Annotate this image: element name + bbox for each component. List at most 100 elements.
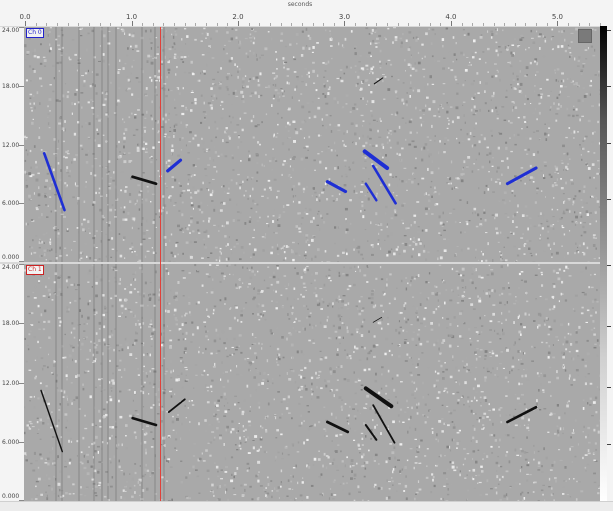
sound-event-mark[interactable] [41, 390, 62, 451]
ruler-minor-tick [46, 23, 47, 26]
ruler-minor-tick [259, 23, 260, 26]
y-tick-label: 18.00 [2, 83, 19, 90]
colorbar-tick [607, 30, 611, 31]
ruler-minor-tick [355, 23, 356, 26]
colorbar-tick [607, 143, 611, 144]
colorbar-tick [607, 265, 611, 266]
sound-event-mark[interactable] [507, 168, 536, 184]
ruler-minor-tick [589, 23, 590, 26]
ruler-minor-tick [313, 23, 314, 26]
ruler-minor-tick [78, 23, 79, 26]
ruler-minor-tick [568, 23, 569, 26]
ruler-minor-tick [366, 23, 367, 26]
ruler-minor-tick [472, 23, 473, 26]
sound-event-mark[interactable] [373, 317, 382, 322]
sound-event-mark[interactable] [366, 388, 392, 406]
ruler-tick [451, 21, 452, 26]
spectrogram-marks [24, 264, 600, 501]
panel-toggle-button[interactable] [578, 29, 592, 43]
ruler-minor-tick [217, 23, 218, 26]
sound-event-mark[interactable] [374, 78, 383, 84]
ruler-minor-tick [419, 23, 420, 26]
sound-event-mark[interactable] [365, 151, 387, 168]
ruler-tick [557, 21, 558, 26]
ruler-minor-tick [174, 23, 175, 26]
ruler-minor-tick [142, 23, 143, 26]
ruler-minor-tick [302, 23, 303, 26]
y-tick-label: 6.000 [2, 439, 19, 446]
ruler-minor-tick [525, 23, 526, 26]
ruler-minor-tick [515, 23, 516, 26]
sound-event-mark[interactable] [327, 182, 345, 192]
sound-event-mark[interactable] [133, 418, 156, 425]
y-tick-label: 0.000 [2, 254, 19, 261]
spectrogram-panel-ch0[interactable]: Ch 0 [24, 27, 600, 262]
y-axis-ch0: 24.00 18.00 12.00 6.000 0.000 [0, 27, 24, 262]
y-tick-label: 12.00 [2, 142, 19, 149]
colorbar-tick [607, 86, 611, 87]
ruler-minor-tick [153, 23, 154, 26]
y-tick-label: 24.00 [2, 27, 19, 34]
ruler-minor-tick [504, 23, 505, 26]
y-tick-label: 18.00 [2, 320, 19, 327]
sound-event-mark[interactable] [168, 160, 181, 171]
ruler-minor-tick [163, 23, 164, 26]
y-axis-ch1: 24.00 18.00 12.00 6.000 0.000 [0, 264, 24, 501]
sound-event-mark[interactable] [366, 425, 377, 440]
y-tick-label: 12.00 [2, 380, 19, 387]
ruler-title: seconds [0, 1, 600, 8]
ruler-minor-tick [206, 23, 207, 26]
ruler-minor-tick [110, 23, 111, 26]
ruler-minor-tick [494, 23, 495, 26]
ruler-tick [132, 21, 133, 26]
ruler-minor-tick [227, 23, 228, 26]
ruler-minor-tick [408, 23, 409, 26]
ruler-minor-tick [323, 23, 324, 26]
ruler-tick [344, 21, 345, 26]
ruler-minor-tick [387, 23, 388, 26]
ruler-minor-tick [536, 23, 537, 26]
ruler-tick [238, 21, 239, 26]
ruler-minor-tick [249, 23, 250, 26]
ruler-tick-label: 5.0 [552, 13, 563, 21]
ruler-minor-tick [68, 23, 69, 26]
ruler-minor-tick [430, 23, 431, 26]
sound-event-mark[interactable] [373, 166, 395, 203]
sound-event-mark[interactable] [133, 177, 156, 184]
colorbar-tick [607, 444, 611, 445]
y-tick-label: 24.00 [2, 264, 19, 271]
channel-label-ch1: Ch 1 [26, 265, 44, 275]
ruler-tick-label: 0.0 [19, 13, 30, 21]
sound-event-mark[interactable] [44, 153, 64, 210]
sound-event-mark[interactable] [507, 407, 536, 422]
ruler-minor-tick [185, 23, 186, 26]
ruler-tick-label: 3.0 [339, 13, 350, 21]
sound-event-mark[interactable] [169, 399, 185, 412]
ruler-tick-label: 1.0 [126, 13, 137, 21]
playback-cursor[interactable] [160, 27, 161, 501]
colorbar-tick [607, 326, 611, 327]
colorbar-gradient [600, 26, 607, 501]
intensity-colorbar [600, 26, 613, 501]
channel-label-ch0: Ch 0 [26, 28, 44, 38]
ruler-tick [25, 21, 26, 26]
ruler-minor-tick [121, 23, 122, 26]
sound-event-mark[interactable] [327, 422, 347, 432]
ruler-minor-tick [291, 23, 292, 26]
ruler-minor-tick [270, 23, 271, 26]
ruler-minor-tick [579, 23, 580, 26]
ruler-minor-tick [547, 23, 548, 26]
spectrogram-panel-ch1[interactable]: Ch 1 [24, 264, 600, 501]
colorbar-tick [607, 387, 611, 388]
y-tick-label: 0.000 [2, 493, 19, 500]
ruler-minor-tick [398, 23, 399, 26]
ruler-minor-tick [89, 23, 90, 26]
ruler-minor-tick [36, 23, 37, 26]
sound-event-mark[interactable] [366, 184, 377, 201]
y-tick-label: 6.000 [2, 200, 19, 207]
ruler-minor-tick [57, 23, 58, 26]
ruler-minor-tick [195, 23, 196, 26]
sound-event-mark[interactable] [373, 405, 394, 443]
ruler-minor-tick [281, 23, 282, 26]
